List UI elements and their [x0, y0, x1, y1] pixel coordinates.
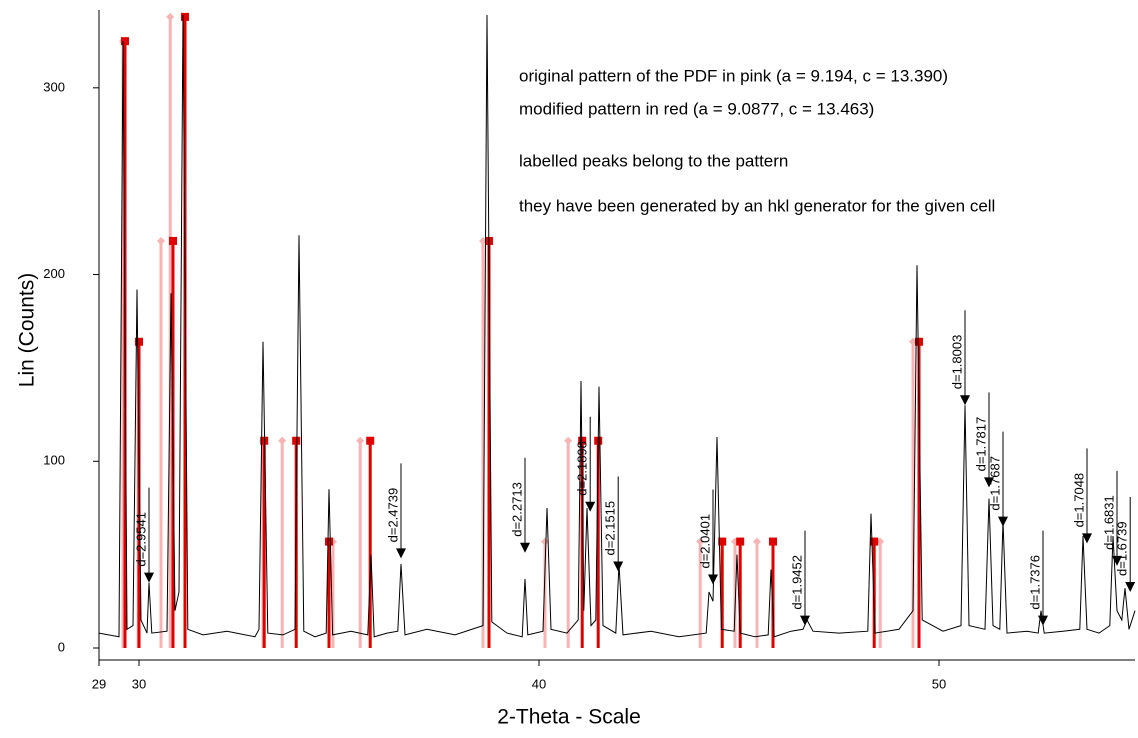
- annotation-label: d=2.1515: [603, 501, 618, 556]
- annotation-label: d=2.0401: [697, 514, 712, 569]
- annotation-label: d=1.7817: [973, 417, 988, 472]
- annotation-label: d=1.6831: [1101, 495, 1116, 550]
- pattern-marker: [292, 436, 301, 445]
- y-tick-label: 0: [58, 639, 65, 654]
- pattern-marker: [356, 436, 365, 445]
- note: labelled peaks belong to the pattern: [519, 151, 788, 170]
- annotation-arrow: [960, 395, 970, 406]
- annotation-arrow: [1038, 615, 1048, 626]
- annotation-label: d=1.9452: [789, 555, 804, 610]
- annotation-label: d=2.1898: [575, 441, 590, 496]
- note: modified pattern in red (a = 9.0877, c =…: [519, 99, 874, 118]
- pattern-marker: [181, 12, 189, 21]
- annotation-arrow: [800, 615, 810, 626]
- x-tick-label: 29: [92, 676, 106, 691]
- annotation-label: d=2.4739: [385, 488, 400, 543]
- annotation-label: d=1.7687: [987, 456, 1002, 511]
- note: they have been generated by an hkl gener…: [519, 196, 995, 215]
- annotation-arrow: [585, 501, 596, 512]
- pattern-marker: [718, 537, 727, 546]
- annotation-label: d=1.8003: [949, 335, 964, 390]
- annotation-arrow: [613, 561, 624, 572]
- pattern-marker: [564, 436, 573, 445]
- annotation-arrow: [144, 572, 154, 583]
- annotation-arrow: [1082, 533, 1092, 544]
- y-axis-title: Lin (Counts): [16, 273, 39, 387]
- pattern-marker: [121, 37, 129, 46]
- pattern-marker: [166, 12, 175, 21]
- pattern-marker: [169, 236, 177, 245]
- x-tick-label: 40: [532, 676, 546, 691]
- pattern-marker: [278, 436, 287, 445]
- annotation-arrow: [520, 542, 530, 553]
- y-tick-label: 300: [43, 79, 65, 94]
- y-tick-label: 200: [43, 266, 65, 281]
- pattern-marker: [753, 537, 761, 546]
- annotation-arrow: [998, 516, 1008, 527]
- x-tick-label: 50: [932, 676, 946, 691]
- annotation-label: d=1.7048: [1071, 473, 1086, 528]
- annotation-label: d=1.6739: [1115, 521, 1130, 576]
- pattern-marker: [541, 537, 549, 546]
- pattern-marker: [366, 436, 375, 445]
- annotation-arrow: [984, 477, 994, 488]
- annotation-label: d=2.2713: [509, 482, 524, 537]
- note: original pattern of the PDF in pink (a =…: [519, 66, 948, 85]
- pattern-marker: [325, 537, 333, 546]
- pattern-marker: [769, 537, 777, 546]
- pattern-marker: [135, 337, 143, 346]
- pattern-marker: [915, 337, 923, 346]
- diffraction-trace: [98, 14, 1136, 638]
- annotation-arrow: [1112, 555, 1122, 566]
- annotation-arrow: [396, 548, 406, 559]
- annotation-arrow: [1125, 581, 1136, 592]
- annotation-label: d=2.9541: [133, 512, 148, 567]
- x-tick-label: 30: [132, 676, 146, 691]
- annotation-label: d=1.7376: [1027, 555, 1042, 610]
- annotation-arrow: [708, 574, 718, 585]
- y-tick-label: 100: [43, 453, 65, 468]
- pattern-marker: [736, 537, 745, 546]
- pattern-marker: [870, 537, 879, 546]
- pattern-marker: [157, 236, 165, 245]
- pattern-marker: [696, 537, 705, 546]
- x-axis-title: 2-Theta - Scale: [497, 706, 641, 729]
